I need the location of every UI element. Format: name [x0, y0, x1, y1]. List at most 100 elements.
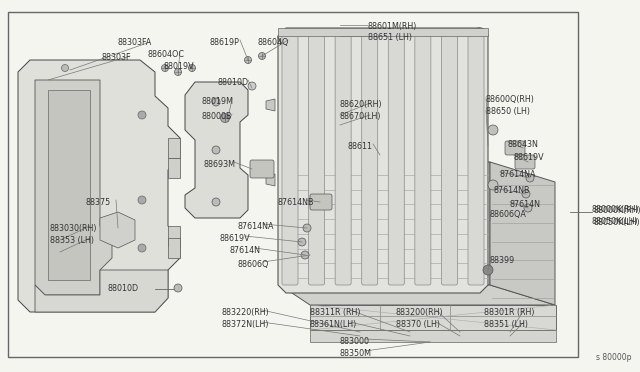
Text: 88606Q: 88606Q	[238, 260, 269, 269]
Circle shape	[138, 111, 146, 119]
Text: 88010D: 88010D	[108, 284, 139, 293]
Bar	[8, 12, 578, 357]
Text: 88600Q(RH): 88600Q(RH)	[486, 95, 535, 104]
Circle shape	[483, 265, 493, 275]
Text: 88303F: 88303F	[102, 53, 131, 62]
Text: 88301R (RH): 88301R (RH)	[484, 308, 534, 317]
Text: s 80000p: s 80000p	[596, 353, 632, 362]
Circle shape	[221, 113, 230, 122]
Bar	[48, 90, 90, 280]
Text: 88350M: 88350M	[340, 349, 372, 358]
Text: 88375: 88375	[86, 198, 111, 207]
Polygon shape	[280, 162, 490, 285]
Text: 88619V: 88619V	[514, 153, 545, 162]
Text: 88619V: 88619V	[220, 234, 251, 243]
Circle shape	[526, 174, 534, 182]
Text: 88361N(LH): 88361N(LH)	[310, 320, 357, 329]
FancyBboxPatch shape	[468, 34, 484, 285]
Circle shape	[259, 52, 266, 60]
Circle shape	[212, 146, 220, 154]
Text: 87614NA: 87614NA	[500, 170, 536, 179]
Circle shape	[524, 204, 532, 212]
Text: 88351 (LH): 88351 (LH)	[484, 320, 528, 329]
FancyBboxPatch shape	[415, 34, 431, 285]
Text: 87614NB: 87614NB	[278, 198, 314, 207]
Circle shape	[298, 238, 306, 246]
Text: 88399: 88399	[490, 256, 515, 265]
Text: 88353 (LH): 88353 (LH)	[50, 236, 94, 245]
Text: 88604Q: 88604Q	[258, 38, 289, 47]
Circle shape	[212, 198, 220, 206]
Text: 88010D: 88010D	[218, 78, 249, 87]
Text: 88000K(RH): 88000K(RH)	[594, 206, 640, 215]
Text: 88670(LH): 88670(LH)	[340, 112, 381, 121]
Polygon shape	[490, 162, 555, 305]
Polygon shape	[35, 80, 112, 295]
FancyBboxPatch shape	[442, 34, 458, 285]
FancyBboxPatch shape	[388, 34, 404, 285]
Text: 88651 (LH): 88651 (LH)	[368, 33, 412, 42]
FancyBboxPatch shape	[282, 34, 298, 285]
Text: 88372N(LH): 88372N(LH)	[222, 320, 269, 329]
FancyBboxPatch shape	[310, 194, 332, 210]
Circle shape	[174, 284, 182, 292]
FancyBboxPatch shape	[308, 34, 324, 285]
Text: 883200(RH): 883200(RH)	[396, 308, 444, 317]
Polygon shape	[280, 285, 555, 305]
Circle shape	[138, 244, 146, 252]
Circle shape	[161, 64, 168, 71]
Bar	[168, 226, 180, 246]
Text: 883030(RH): 883030(RH)	[50, 224, 97, 233]
Text: 88000B: 88000B	[202, 112, 232, 121]
Polygon shape	[100, 212, 135, 248]
Text: 87614NB: 87614NB	[494, 186, 531, 195]
Bar	[168, 158, 180, 178]
Bar	[168, 138, 180, 158]
Text: 88604OC: 88604OC	[148, 50, 185, 59]
Text: 88019V: 88019V	[163, 62, 194, 71]
Text: 883220(RH): 883220(RH)	[222, 308, 269, 317]
Circle shape	[138, 196, 146, 204]
Text: 87614NA: 87614NA	[238, 222, 275, 231]
Bar	[310, 330, 556, 342]
FancyBboxPatch shape	[515, 155, 535, 169]
Bar	[168, 238, 180, 258]
Text: 88000K(RH): 88000K(RH)	[592, 205, 639, 214]
Circle shape	[522, 190, 530, 198]
Bar	[278, 28, 488, 36]
Text: 88650 (LH): 88650 (LH)	[486, 107, 530, 116]
FancyBboxPatch shape	[505, 141, 525, 155]
Text: 88601M(RH): 88601M(RH)	[368, 22, 417, 31]
Circle shape	[212, 98, 220, 106]
Text: 88019M: 88019M	[202, 97, 234, 106]
FancyBboxPatch shape	[362, 34, 378, 285]
FancyBboxPatch shape	[335, 34, 351, 285]
Circle shape	[175, 68, 182, 76]
Circle shape	[61, 64, 68, 71]
Text: 88643N: 88643N	[508, 140, 539, 149]
Circle shape	[189, 64, 195, 71]
Text: 88050K(LH): 88050K(LH)	[594, 218, 640, 227]
Circle shape	[303, 224, 311, 232]
Text: 883000: 883000	[340, 337, 370, 346]
Text: 87614N: 87614N	[230, 246, 261, 255]
Circle shape	[248, 82, 256, 90]
Text: 88303FA: 88303FA	[118, 38, 152, 47]
Circle shape	[244, 57, 252, 64]
Text: 87614N: 87614N	[510, 200, 541, 209]
Text: 88370 (LH): 88370 (LH)	[396, 320, 440, 329]
Polygon shape	[185, 82, 248, 218]
Circle shape	[488, 180, 498, 190]
Circle shape	[488, 125, 498, 135]
Polygon shape	[266, 99, 275, 111]
Text: 88693M: 88693M	[204, 160, 236, 169]
Polygon shape	[266, 174, 275, 186]
Circle shape	[301, 251, 309, 259]
Polygon shape	[278, 28, 488, 293]
Text: 88611: 88611	[348, 142, 373, 151]
Polygon shape	[18, 60, 180, 312]
Text: 88619P: 88619P	[210, 38, 240, 47]
FancyBboxPatch shape	[250, 160, 274, 178]
Polygon shape	[310, 305, 556, 330]
Polygon shape	[35, 270, 168, 312]
